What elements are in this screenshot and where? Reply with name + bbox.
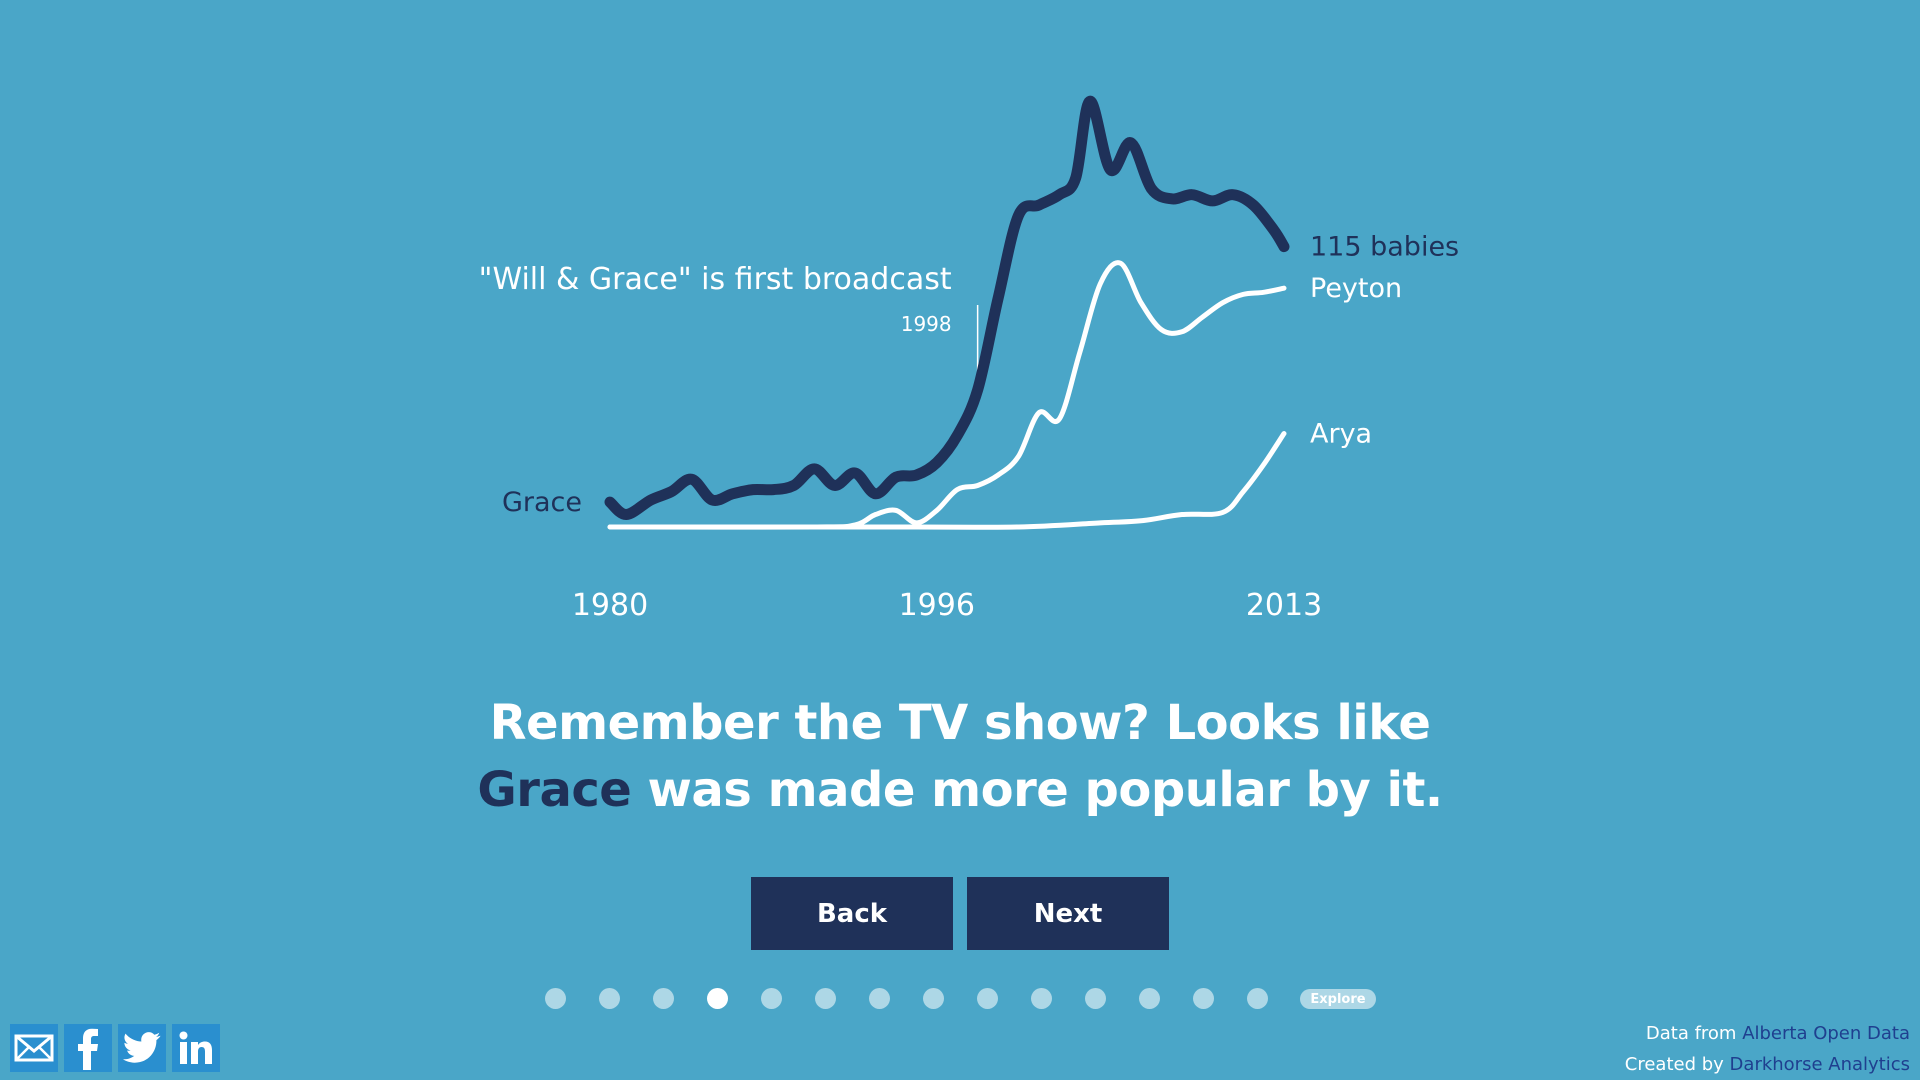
linkedin-icon [179, 1031, 212, 1064]
pagination-dot[interactable] [977, 988, 998, 1009]
facebook-icon [78, 1028, 98, 1070]
series-label-peyton: Peyton [1310, 273, 1402, 304]
series-label-arya: Arya [1310, 419, 1372, 450]
annotation-year-label: 1998 [901, 312, 952, 336]
alberta-open-data-link[interactable]: Alberta Open Data [1742, 1023, 1910, 1044]
pagination-dot[interactable] [815, 988, 836, 1009]
pagination-dot[interactable] [1247, 988, 1268, 1009]
pagination-dot[interactable] [869, 988, 890, 1009]
email-share-button[interactable] [10, 1024, 58, 1072]
headline: Remember the TV show? Looks like Grace w… [0, 690, 1920, 824]
darkhorse-analytics-link[interactable]: Darkhorse Analytics [1729, 1054, 1910, 1075]
data-credit: Data from Alberta Open Data [1625, 1018, 1910, 1049]
back-button[interactable]: Back [751, 877, 953, 950]
credits: Data from Alberta Open Data Created by D… [1625, 1018, 1910, 1080]
facebook-share-button[interactable] [64, 1024, 112, 1072]
series-label-grace: Grace [502, 487, 582, 518]
annotation-label: "Will & Grace" is first broadcast [479, 262, 952, 297]
pagination-dot[interactable] [1085, 988, 1106, 1009]
series-line-arya [607, 431, 1287, 530]
x-tick-label: 2013 [1246, 588, 1322, 623]
pagination-dot[interactable] [1031, 988, 1052, 1009]
next-button[interactable]: Next [967, 877, 1169, 950]
x-tick-label: 1980 [572, 588, 648, 623]
headline-line-2: Grace was made more popular by it. [0, 757, 1920, 824]
pagination-dot[interactable] [599, 988, 620, 1009]
pagination-dot[interactable] [1139, 988, 1160, 1009]
headline-highlight-name: Grace [477, 762, 632, 818]
series-line-peyton [607, 260, 1287, 530]
linkedin-share-button[interactable] [172, 1024, 220, 1072]
pagination-dot[interactable] [923, 988, 944, 1009]
creator-credit-prefix: Created by [1624, 1054, 1730, 1075]
pagination-dot-active[interactable] [707, 988, 728, 1009]
series-line-grace [604, 95, 1290, 521]
pagination-dot[interactable] [1193, 988, 1214, 1009]
twitter-share-button[interactable] [118, 1024, 166, 1072]
pagination-dot[interactable] [545, 988, 566, 1009]
baby-names-chart: "Will & Grace" is first broadcast 1998 Gra… [479, 95, 1459, 623]
twitter-icon [123, 1032, 161, 1063]
x-tick-label: 1996 [899, 588, 975, 623]
data-credit-prefix: Data from [1645, 1023, 1743, 1044]
email-icon [14, 1034, 54, 1062]
pagination-dot[interactable] [653, 988, 674, 1009]
headline-line-1: Remember the TV show? Looks like [489, 695, 1431, 751]
explore-button[interactable]: Explore [1300, 989, 1376, 1009]
series-end-label-grace: 115 babies [1310, 232, 1459, 263]
headline-line-2-rest: was made more popular by it. [631, 762, 1444, 818]
creator-credit: Created by Darkhorse Analytics [1625, 1049, 1910, 1080]
pagination-dot[interactable] [761, 988, 782, 1009]
